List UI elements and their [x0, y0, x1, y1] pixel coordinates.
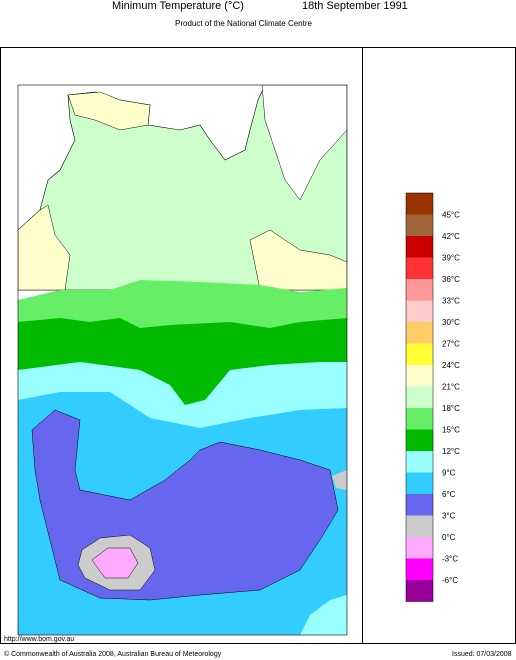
legend-label: 6°C [442, 490, 456, 499]
legend-swatch [406, 343, 433, 365]
legend-label: 12°C [442, 447, 460, 456]
legend-swatch [406, 537, 433, 559]
legend-swatch [406, 515, 433, 537]
legend-swatch [406, 429, 433, 451]
legend-swatch [406, 580, 433, 602]
legend-label: 15°C [442, 426, 460, 435]
legend-label: 3°C [442, 512, 456, 521]
legend-label: 45°C [442, 211, 460, 220]
legend-label: 24°C [442, 361, 460, 370]
legend-label: 21°C [442, 383, 460, 392]
legend-label: 33°C [442, 297, 460, 306]
legend-label: 36°C [442, 275, 460, 284]
legend-swatch [406, 451, 433, 473]
legend-swatch [406, 558, 433, 580]
legend-swatch [406, 279, 433, 301]
title: Minimum Temperature (°C) [112, 0, 244, 12]
legend: 45°C 42°C 39°C 36°C 33°C 30°C 27°C 24°C 21°C 18°C… [405, 192, 460, 602]
legend-swatch [406, 322, 433, 344]
date: 18th September 1991 [302, 0, 408, 12]
legend-border [405, 192, 434, 602]
legend-swatch [406, 257, 433, 279]
legend-swatch [406, 236, 433, 258]
legend-label: 27°C [442, 340, 460, 349]
legend-label: 39°C [442, 254, 460, 263]
legend-label: -6°C [442, 576, 458, 585]
legend-swatch [406, 408, 433, 430]
legend-swatch [406, 214, 433, 236]
map-border [17, 84, 348, 636]
legend-swatch [406, 365, 433, 387]
legend-swatch [406, 193, 433, 215]
legend-label: 9°C [442, 469, 456, 478]
copyright: © Commonwealth of Australia 2008, Austra… [4, 650, 222, 658]
map [18, 85, 347, 635]
legend-label: 18°C [442, 404, 460, 413]
legend-label: 0°C [442, 533, 456, 542]
issued: Issued: 07/03/2008 [452, 651, 512, 658]
subtitle: Product of the National Climate Centre [175, 19, 313, 28]
legend-label: 42°C [442, 232, 460, 241]
legend-swatch [406, 300, 433, 322]
legend-swatch [406, 386, 433, 408]
legend-swatch [406, 494, 433, 516]
legend-label: 30°C [442, 318, 460, 327]
legend-swatch [406, 472, 433, 494]
url: http://www.bom.gov.au [4, 636, 74, 643]
legend-label: -3°C [442, 555, 458, 564]
